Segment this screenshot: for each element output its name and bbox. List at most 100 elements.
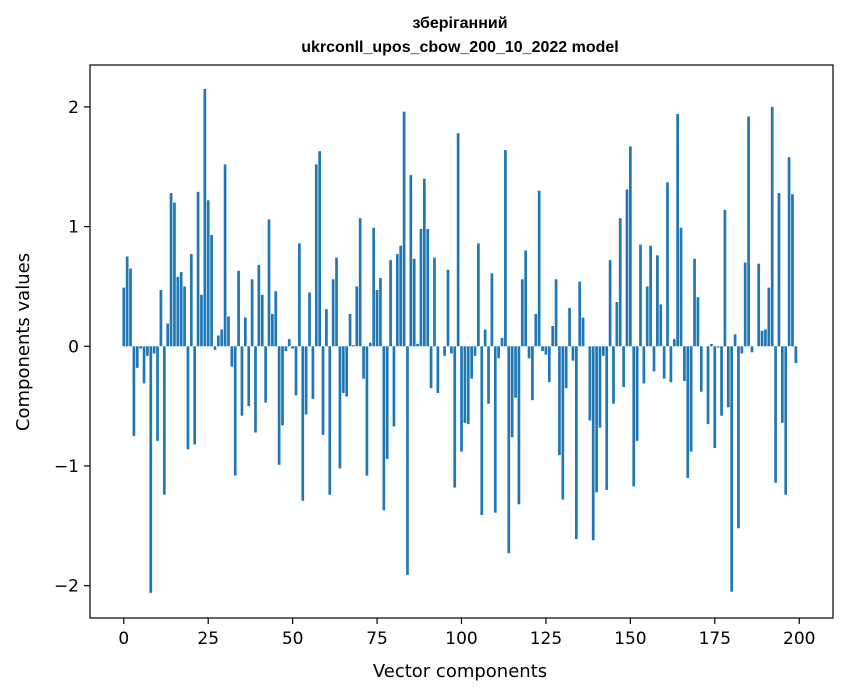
bar bbox=[551, 325, 555, 347]
bar bbox=[355, 286, 359, 347]
bar bbox=[385, 346, 389, 459]
bar bbox=[639, 244, 642, 347]
bar bbox=[524, 250, 528, 347]
bar bbox=[794, 346, 798, 364]
bar bbox=[453, 346, 457, 488]
bar bbox=[547, 346, 551, 383]
bar bbox=[561, 346, 565, 500]
bar bbox=[200, 294, 203, 347]
bar bbox=[669, 346, 673, 383]
bar bbox=[527, 346, 531, 359]
bar bbox=[156, 346, 159, 441]
chart-title: зберіганний bbox=[412, 15, 507, 32]
bar bbox=[142, 346, 146, 384]
bar bbox=[652, 346, 656, 372]
bar bbox=[531, 346, 534, 401]
bar bbox=[564, 346, 568, 389]
bar bbox=[595, 346, 598, 493]
bar bbox=[162, 346, 166, 495]
y-tick-label: 2 bbox=[68, 98, 79, 118]
bar bbox=[767, 287, 771, 347]
bar bbox=[284, 346, 288, 352]
bar bbox=[304, 346, 308, 415]
bar bbox=[456, 133, 460, 347]
x-tick-label: 150 bbox=[614, 629, 646, 649]
bar bbox=[325, 309, 328, 347]
bar bbox=[504, 149, 507, 347]
bar bbox=[426, 228, 430, 347]
bar bbox=[375, 290, 379, 347]
bar bbox=[382, 346, 386, 511]
bar bbox=[537, 190, 541, 347]
bar bbox=[618, 218, 622, 347]
x-tick-label: 100 bbox=[445, 629, 477, 649]
bar bbox=[372, 227, 376, 347]
bar bbox=[203, 88, 207, 347]
bar bbox=[497, 346, 500, 359]
bar bbox=[632, 346, 636, 487]
bar bbox=[463, 346, 467, 423]
bar bbox=[713, 346, 717, 449]
bar bbox=[291, 346, 294, 349]
bar bbox=[298, 243, 301, 347]
x-tick-label: 200 bbox=[783, 629, 815, 649]
bar bbox=[541, 346, 544, 352]
bar bbox=[193, 346, 197, 445]
bar bbox=[791, 194, 794, 347]
bar bbox=[757, 263, 761, 347]
bar bbox=[726, 346, 730, 408]
bar bbox=[311, 346, 315, 399]
y-tick-label: −2 bbox=[54, 577, 79, 597]
bar bbox=[159, 290, 163, 347]
bar bbox=[544, 346, 548, 355]
bar bbox=[764, 329, 767, 347]
bar bbox=[260, 294, 264, 347]
bar bbox=[612, 346, 615, 404]
bar bbox=[706, 346, 710, 425]
bar bbox=[277, 346, 281, 465]
bar bbox=[460, 346, 463, 452]
bar bbox=[689, 346, 693, 452]
bar bbox=[574, 346, 578, 539]
bar bbox=[683, 346, 686, 381]
bar bbox=[780, 346, 784, 423]
bar bbox=[412, 258, 416, 347]
bar bbox=[720, 346, 723, 416]
bar bbox=[271, 313, 274, 347]
y-tick-label: −1 bbox=[54, 457, 79, 477]
bar bbox=[578, 281, 582, 347]
bar bbox=[338, 346, 342, 469]
bar bbox=[250, 279, 254, 347]
bar bbox=[423, 178, 426, 347]
bar bbox=[770, 106, 774, 347]
bar bbox=[733, 334, 737, 347]
bar bbox=[308, 292, 311, 347]
bar bbox=[629, 146, 632, 347]
bar bbox=[679, 227, 683, 347]
y-tick-label: 0 bbox=[68, 337, 79, 357]
bar bbox=[740, 346, 744, 354]
bar bbox=[723, 209, 727, 347]
bar bbox=[419, 228, 423, 347]
bar bbox=[230, 346, 234, 367]
bar bbox=[429, 346, 433, 389]
bar bbox=[558, 346, 561, 456]
bar bbox=[196, 191, 200, 347]
bar bbox=[487, 346, 490, 404]
bar bbox=[450, 346, 453, 354]
bar bbox=[699, 346, 703, 392]
bar bbox=[149, 346, 153, 593]
bar bbox=[264, 346, 267, 403]
bar bbox=[747, 116, 750, 347]
bar bbox=[693, 258, 696, 347]
bar bbox=[227, 316, 230, 347]
bar bbox=[345, 346, 349, 397]
bar bbox=[335, 257, 338, 347]
bar bbox=[510, 346, 514, 438]
bar bbox=[635, 346, 639, 441]
bar bbox=[402, 111, 406, 347]
bar bbox=[480, 346, 484, 516]
bar bbox=[483, 329, 487, 347]
bar bbox=[379, 278, 382, 347]
